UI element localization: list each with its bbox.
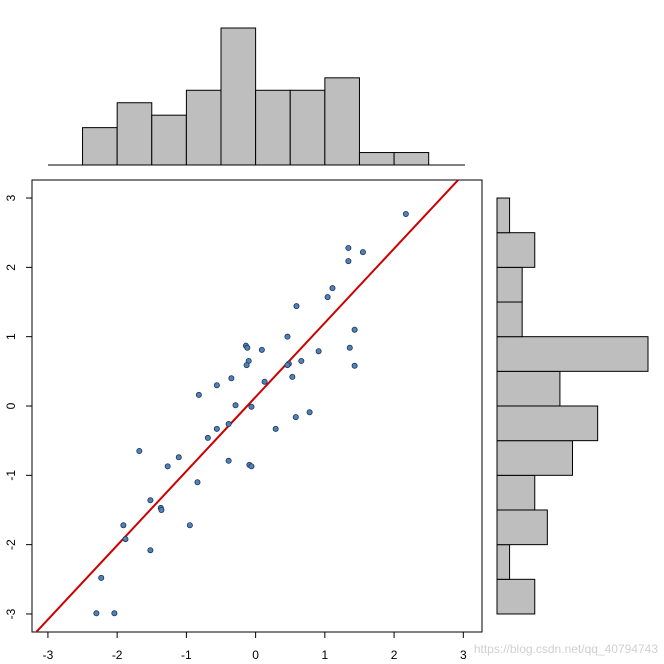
bar [358, 152, 395, 166]
point [315, 348, 322, 355]
bar [496, 509, 548, 546]
bar [220, 27, 257, 166]
y-tick-label: -2 [4, 539, 18, 550]
point [111, 610, 118, 617]
point [175, 454, 182, 461]
y-tick-label: 3 [4, 194, 18, 201]
point [228, 375, 235, 382]
bar [116, 102, 153, 166]
point [351, 362, 358, 369]
point [272, 425, 279, 432]
point [120, 522, 127, 529]
bar [496, 266, 523, 303]
point [194, 479, 201, 486]
point [213, 382, 220, 389]
point [306, 409, 313, 416]
bar [324, 77, 360, 166]
point [225, 457, 232, 464]
bar [496, 544, 511, 580]
point [248, 403, 255, 410]
x-tick-label: 3 [460, 648, 467, 662]
point [345, 258, 352, 265]
regression-line [34, 180, 460, 632]
point [195, 391, 202, 398]
point [248, 463, 255, 470]
point [93, 610, 100, 617]
bar [151, 114, 187, 166]
point [345, 244, 352, 251]
point [243, 362, 250, 369]
bar [496, 370, 561, 407]
y-tick-label: 0 [4, 402, 18, 409]
point [213, 425, 220, 432]
point [225, 421, 232, 428]
point [147, 547, 154, 554]
point [284, 362, 291, 369]
point [164, 463, 171, 470]
x-tick-label: -3 [43, 648, 54, 662]
point [158, 506, 165, 513]
bar [496, 474, 536, 511]
point [351, 326, 358, 333]
x-tick-label: -1 [181, 648, 192, 662]
point [359, 249, 366, 256]
y-tick-label: 2 [4, 264, 18, 271]
point [324, 294, 331, 301]
y-tick-label: -1 [4, 470, 18, 481]
point [346, 344, 353, 351]
point [147, 497, 154, 504]
point [298, 357, 305, 364]
bar [289, 89, 326, 166]
bar [496, 440, 573, 476]
y-tick-label: 1 [4, 333, 18, 340]
bar [496, 301, 523, 338]
point [244, 344, 251, 351]
point [136, 448, 143, 455]
point [292, 414, 299, 421]
point [293, 303, 300, 310]
point [98, 574, 105, 581]
point [204, 434, 211, 441]
bar [82, 127, 118, 166]
point [232, 402, 239, 409]
bar [496, 232, 536, 268]
point [261, 378, 268, 385]
point [186, 522, 193, 529]
bar [255, 89, 291, 166]
point [289, 373, 296, 380]
watermark: https://blog.csdn.net/qq_40794743 [474, 642, 658, 656]
point [329, 285, 336, 292]
x-tick-label: -2 [112, 648, 123, 662]
x-tick-label: 1 [322, 648, 329, 662]
y-tick-label: -3 [4, 608, 18, 619]
point [258, 346, 265, 353]
bar [496, 578, 536, 615]
x-tick-label: 2 [391, 648, 398, 662]
point [284, 333, 291, 340]
bar [185, 89, 222, 166]
bar [496, 405, 599, 442]
bar [496, 197, 511, 234]
bar [393, 152, 430, 166]
bar [496, 336, 649, 372]
point [402, 210, 409, 217]
point [122, 536, 129, 543]
x-tick-label: 0 [252, 648, 259, 662]
